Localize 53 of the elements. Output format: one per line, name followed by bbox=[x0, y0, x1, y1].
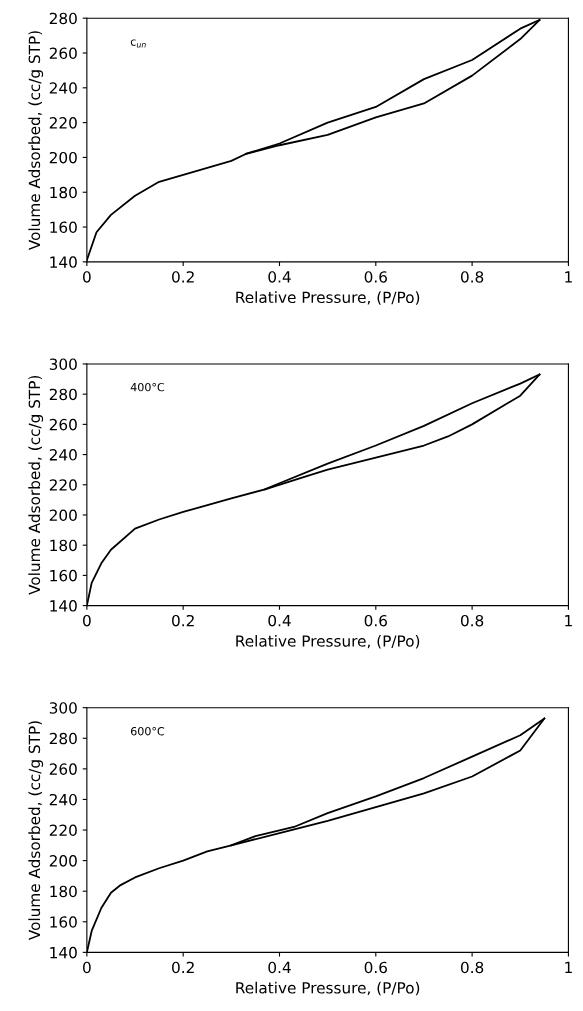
x-tick-label: 0.2 bbox=[172, 271, 194, 283]
x-axis-title: Relative Pressure, (P/Po) bbox=[236, 634, 420, 649]
x-tick-label: 0.8 bbox=[460, 614, 484, 627]
y-tick-label: 280 bbox=[49, 388, 77, 401]
x-tick-label: 0.4 bbox=[268, 614, 291, 627]
y-tick-label: 240 bbox=[49, 82, 77, 94]
y-tick-label: 220 bbox=[49, 479, 77, 491]
x-tick-label: 0.6 bbox=[364, 614, 387, 627]
y-tick-label: 140 bbox=[50, 256, 77, 268]
x-axis-title: Relative Pressure, (P/Po) bbox=[236, 981, 420, 996]
y-tick-label: 300 bbox=[49, 358, 77, 370]
x-tick-label: 0.6 bbox=[364, 961, 387, 974]
y-tick-label: 160 bbox=[50, 221, 77, 234]
x-tick-label: 0.2 bbox=[172, 961, 194, 974]
y-axis-title: Volume Adsorbed, (cc/g STP) bbox=[28, 375, 44, 595]
x-tick-label: 1 bbox=[565, 961, 572, 973]
y-tick-label: 300 bbox=[49, 702, 77, 714]
y-tick-label: 180 bbox=[50, 186, 77, 199]
y-tick-label: 200 bbox=[49, 151, 77, 164]
y-tick-label: 260 bbox=[49, 418, 77, 431]
x-tick-label: 0 bbox=[83, 614, 91, 627]
y-tick-label: 140 bbox=[50, 600, 77, 612]
x-tick-label: 0.8 bbox=[460, 961, 484, 974]
y-tick-label: 260 bbox=[49, 47, 77, 60]
y-tick-label: 280 bbox=[49, 12, 77, 25]
y-axis-title: Volume Adsorbed, (cc/g STP) bbox=[28, 31, 44, 251]
x-tick-label: 0.8 bbox=[460, 271, 484, 283]
y-tick-label: 180 bbox=[50, 885, 77, 898]
y-tick-label: 240 bbox=[49, 793, 77, 806]
annotation: 600°C bbox=[130, 726, 165, 736]
x-tick-label: 0 bbox=[83, 271, 91, 283]
x-tick-label: 1 bbox=[565, 615, 572, 627]
y-tick-label: 200 bbox=[49, 855, 77, 867]
x-axis-title: Relative Pressure, (P/Po) bbox=[236, 291, 420, 305]
y-tick-label: 220 bbox=[49, 117, 77, 129]
y-tick-label: 140 bbox=[50, 946, 77, 959]
x-tick-label: 0.4 bbox=[268, 961, 291, 974]
y-tick-label: 200 bbox=[49, 509, 77, 521]
x-tick-label: 0 bbox=[83, 961, 91, 974]
x-tick-label: 0.4 bbox=[268, 271, 291, 283]
y-tick-label: 180 bbox=[50, 539, 77, 552]
y-tick-label: 160 bbox=[50, 569, 77, 582]
y-tick-label: 220 bbox=[49, 824, 77, 837]
y-tick-label: 160 bbox=[50, 916, 77, 928]
y-tick-label: 260 bbox=[49, 763, 77, 775]
x-tick-label: 0.2 bbox=[172, 614, 194, 627]
annotation: c$_{un}$ bbox=[130, 39, 146, 48]
annotation: 400°C bbox=[130, 382, 165, 392]
y-axis-title: Volume Adsorbed, (cc/g STP) bbox=[28, 721, 44, 941]
x-tick-label: 0.6 bbox=[364, 271, 387, 283]
y-tick-label: 240 bbox=[49, 449, 77, 461]
y-tick-label: 280 bbox=[49, 732, 77, 745]
x-tick-label: 1 bbox=[565, 271, 572, 283]
